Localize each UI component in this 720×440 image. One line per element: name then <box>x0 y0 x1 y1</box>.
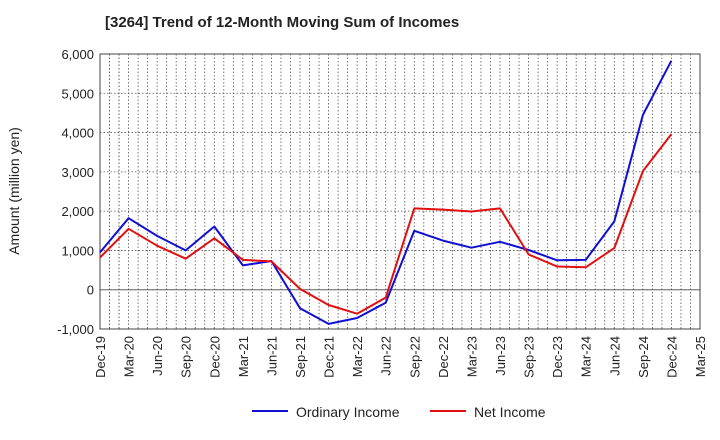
y-tick-label: 5,000 <box>61 86 94 101</box>
series-line-ordinary-income <box>99 60 673 325</box>
y-tick-label: 2,000 <box>61 204 94 219</box>
legend-swatch-net-income <box>430 410 466 413</box>
y-tick-label: 0 <box>87 283 94 298</box>
series-layer <box>99 60 673 325</box>
x-tick-label: Sep-20 <box>179 336 194 378</box>
legend-label-net-income: Net Income <box>474 404 546 420</box>
x-tick-label: Mar-24 <box>579 336 594 377</box>
legend-ordinary-income: Ordinary Income <box>252 404 399 420</box>
x-tick-label: Jun-22 <box>379 336 394 376</box>
x-tick-label: Jun-23 <box>493 336 508 376</box>
x-tick-label: Mar-22 <box>350 336 365 377</box>
x-tick-label: Dec-23 <box>550 336 565 378</box>
grid-layer <box>100 53 700 330</box>
x-tick-label: Mar-25 <box>693 336 708 377</box>
x-tick-label: Jun-24 <box>607 336 622 376</box>
y-tick-label: 3,000 <box>61 165 94 180</box>
x-tick-label: Sep-21 <box>293 336 308 378</box>
legend-label-ordinary-income: Ordinary Income <box>296 404 400 420</box>
x-tick-label: Mar-20 <box>122 336 137 377</box>
x-tick-label: Mar-21 <box>236 336 251 377</box>
x-tick-label: Mar-23 <box>464 336 479 377</box>
plot-frame <box>99 53 701 330</box>
y-tick-label: 6,000 <box>61 47 94 62</box>
y-tick-label: -1,000 <box>57 322 94 337</box>
series-line-net-income <box>99 133 673 315</box>
x-tick-label: Dec-21 <box>322 336 337 378</box>
legend-net-income: Net Income <box>430 404 546 420</box>
x-tick-label: Dec-19 <box>93 336 108 378</box>
chart-title: [3264] Trend of 12-Month Moving Sum of I… <box>105 14 460 31</box>
x-tick-label: Sep-24 <box>636 336 651 378</box>
axis-layer: -1,000 0 1,000 2,000 3,000 4,000 5,000 6,000 Dec… <box>57 47 708 378</box>
y-tick-label: 1,000 <box>61 243 94 258</box>
x-tick-label: Dec-22 <box>436 336 451 378</box>
legend-swatch-ordinary-income <box>252 410 288 413</box>
y-axis-label: Amount (million yen) <box>6 127 22 255</box>
x-tick-label: Dec-24 <box>664 336 679 378</box>
x-tick-label: Jun-21 <box>264 336 279 376</box>
x-tick-label: Sep-23 <box>522 336 537 378</box>
x-tick-label: Jun-20 <box>150 336 165 376</box>
y-tick-label: 4,000 <box>61 126 94 141</box>
x-tick-label: Dec-20 <box>207 336 222 378</box>
x-tick-label: Sep-22 <box>407 336 422 378</box>
